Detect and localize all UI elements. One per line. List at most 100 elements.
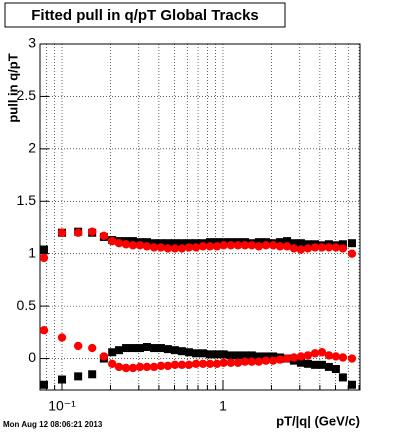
marker xyxy=(310,243,320,252)
y-tick-label: 0.5 xyxy=(17,297,37,313)
marker xyxy=(347,354,357,363)
marker xyxy=(177,360,187,370)
marker xyxy=(121,363,131,373)
marker xyxy=(247,357,256,366)
marker xyxy=(128,363,138,373)
marker xyxy=(226,358,236,367)
marker xyxy=(317,243,327,252)
marker xyxy=(317,348,327,357)
marker xyxy=(233,241,243,250)
y-tick-label: 0 xyxy=(28,349,36,365)
marker xyxy=(142,242,152,251)
marker xyxy=(191,243,201,252)
marker xyxy=(240,241,250,250)
marker xyxy=(240,357,250,366)
marker xyxy=(331,352,341,361)
marker xyxy=(184,348,193,357)
marker xyxy=(177,244,187,253)
marker xyxy=(254,352,263,361)
marker xyxy=(39,326,49,335)
marker xyxy=(87,343,97,353)
marker xyxy=(226,351,235,360)
marker xyxy=(177,239,186,248)
marker xyxy=(57,228,67,237)
marker xyxy=(254,242,264,251)
marker xyxy=(317,360,326,369)
marker xyxy=(170,346,179,355)
marker xyxy=(338,244,348,253)
y-axis-label: pull in q/pT xyxy=(5,53,20,122)
marker xyxy=(234,351,243,360)
marker xyxy=(296,239,305,248)
marker xyxy=(163,345,172,354)
marker xyxy=(198,242,208,251)
marker xyxy=(184,360,194,370)
frame xyxy=(39,43,361,391)
marker xyxy=(121,240,131,249)
y-tick-label: 1 xyxy=(28,244,36,260)
marker xyxy=(198,349,207,358)
marker xyxy=(170,239,179,248)
marker xyxy=(177,347,186,356)
marker xyxy=(219,241,228,250)
marker xyxy=(135,362,145,372)
marker xyxy=(149,362,159,372)
marker xyxy=(191,359,201,368)
marker xyxy=(170,360,180,370)
marker xyxy=(338,373,347,382)
marker xyxy=(128,344,137,353)
marker xyxy=(219,358,228,367)
marker xyxy=(212,359,222,368)
marker xyxy=(73,228,83,237)
marker xyxy=(303,359,312,368)
marker xyxy=(205,350,214,359)
marker xyxy=(128,241,138,250)
marker xyxy=(40,245,49,254)
marker xyxy=(247,241,256,250)
marker xyxy=(114,239,124,248)
marker xyxy=(149,243,159,252)
marker xyxy=(240,351,249,360)
marker xyxy=(170,244,180,253)
marker xyxy=(296,358,305,367)
y-tick-label: 3 xyxy=(28,35,36,51)
chart-title: Fitted pull in q/pT Global Tracks xyxy=(31,7,259,24)
marker xyxy=(289,353,299,362)
title-box xyxy=(4,2,286,28)
marker xyxy=(324,243,334,252)
marker xyxy=(261,241,271,250)
marker xyxy=(268,356,278,365)
y-tick-label: 2.5 xyxy=(17,87,37,103)
marker xyxy=(99,231,109,241)
marker xyxy=(303,244,313,253)
marker xyxy=(40,380,49,389)
marker xyxy=(99,352,109,361)
marker xyxy=(135,241,145,250)
marker xyxy=(311,360,320,369)
marker xyxy=(163,239,172,248)
marker xyxy=(88,370,97,379)
marker xyxy=(108,348,117,357)
marker xyxy=(57,333,67,342)
marker xyxy=(282,242,292,251)
x-tick-label: 1 xyxy=(219,398,227,414)
marker xyxy=(282,354,292,363)
marker xyxy=(347,249,357,258)
x-axis-label: pT/|q| (GeV/c) xyxy=(276,413,360,428)
marker xyxy=(347,239,356,248)
footer: Mon Aug 12 08:06:21 2013 xyxy=(3,420,103,429)
marker xyxy=(156,243,166,252)
marker xyxy=(198,359,208,368)
marker xyxy=(74,372,83,381)
marker xyxy=(303,351,313,360)
marker xyxy=(247,351,256,360)
marker xyxy=(107,359,117,368)
y-tick-label: 1.5 xyxy=(17,192,37,208)
marker xyxy=(331,243,341,252)
marker xyxy=(296,245,306,254)
marker xyxy=(275,355,285,364)
marker xyxy=(338,353,348,362)
marker xyxy=(114,362,124,372)
marker xyxy=(289,244,299,253)
